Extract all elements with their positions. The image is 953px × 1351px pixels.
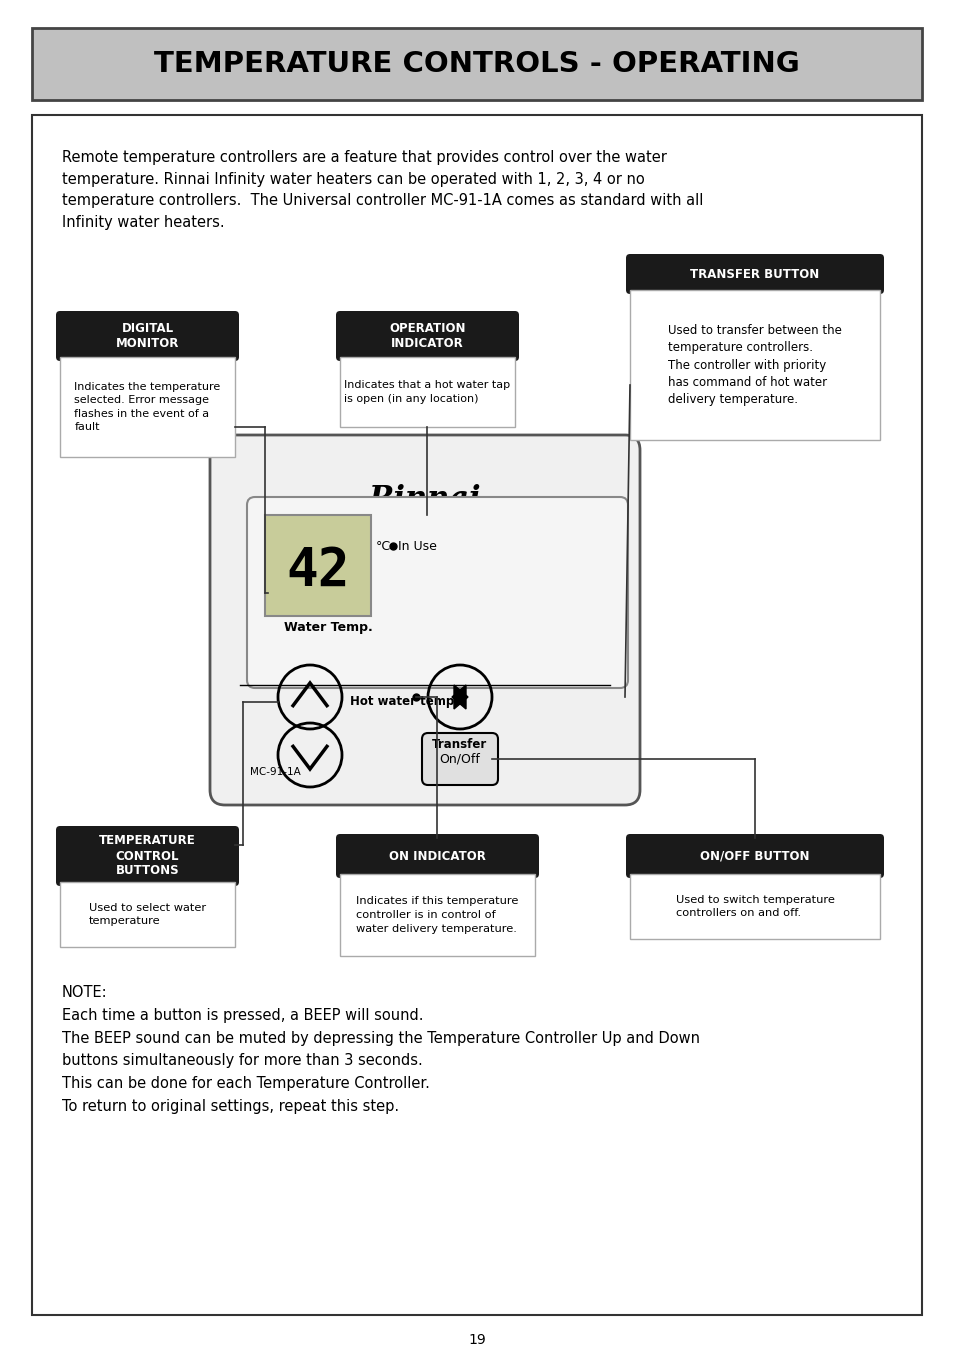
Text: Indicates that a hot water tap
is open (in any location): Indicates that a hot water tap is open (… [344, 380, 510, 404]
Text: TRANSFER BUTTON: TRANSFER BUTTON [690, 267, 819, 281]
FancyBboxPatch shape [210, 435, 639, 805]
Text: °C: °C [375, 539, 391, 553]
Text: Indicates if this temperature
controller is in control of
water delivery tempera: Indicates if this temperature controller… [355, 897, 518, 934]
FancyBboxPatch shape [265, 515, 371, 616]
Text: On/Off: On/Off [439, 753, 480, 766]
FancyBboxPatch shape [32, 115, 921, 1315]
Text: Rinnai: Rinnai [368, 485, 481, 516]
FancyBboxPatch shape [421, 734, 497, 785]
FancyBboxPatch shape [60, 357, 234, 457]
Text: Transfer: Transfer [432, 738, 487, 751]
Polygon shape [454, 685, 468, 709]
FancyBboxPatch shape [339, 874, 535, 957]
Text: Used to transfer between the
temperature controllers.
The controller with priori: Used to transfer between the temperature… [667, 323, 841, 407]
Text: Used to select water
temperature: Used to select water temperature [89, 902, 206, 927]
Text: TEMPERATURE CONTROLS - OPERATING: TEMPERATURE CONTROLS - OPERATING [154, 50, 799, 78]
Polygon shape [452, 685, 465, 709]
FancyBboxPatch shape [56, 825, 239, 886]
FancyBboxPatch shape [60, 882, 234, 947]
Text: OPERATION
INDICATOR: OPERATION INDICATOR [389, 322, 465, 350]
Text: TEMPERATURE
CONTROL
BUTTONS: TEMPERATURE CONTROL BUTTONS [99, 835, 195, 878]
Text: NOTE:
Each time a button is pressed, a BEEP will sound.
The BEEP sound can be mu: NOTE: Each time a button is pressed, a B… [62, 985, 700, 1115]
Text: 42: 42 [286, 544, 350, 597]
FancyBboxPatch shape [335, 834, 538, 878]
Text: Indicates the temperature
selected. Error message
flashes in the event of a
faul: Indicates the temperature selected. Erro… [74, 381, 220, 432]
FancyBboxPatch shape [625, 254, 883, 295]
Text: Water Temp.: Water Temp. [283, 621, 372, 635]
FancyBboxPatch shape [335, 311, 518, 361]
Text: ON INDICATOR: ON INDICATOR [389, 850, 485, 862]
Text: 19: 19 [468, 1333, 485, 1347]
Text: MC-91-1A: MC-91-1A [250, 767, 300, 777]
Text: In Use: In Use [397, 539, 436, 553]
Text: Remote temperature controllers are a feature that provides control over the wate: Remote temperature controllers are a fea… [62, 150, 702, 230]
FancyBboxPatch shape [32, 28, 921, 100]
FancyBboxPatch shape [625, 834, 883, 878]
Text: ON/OFF BUTTON: ON/OFF BUTTON [700, 850, 809, 862]
Text: Used to switch temperature
controllers on and off.: Used to switch temperature controllers o… [675, 894, 834, 919]
FancyBboxPatch shape [339, 357, 515, 427]
Text: Hot water temp.: Hot water temp. [350, 696, 458, 708]
FancyBboxPatch shape [629, 874, 879, 939]
Text: DIGITAL
MONITOR: DIGITAL MONITOR [115, 322, 179, 350]
FancyBboxPatch shape [629, 290, 879, 440]
FancyBboxPatch shape [247, 497, 627, 688]
FancyBboxPatch shape [56, 311, 239, 361]
